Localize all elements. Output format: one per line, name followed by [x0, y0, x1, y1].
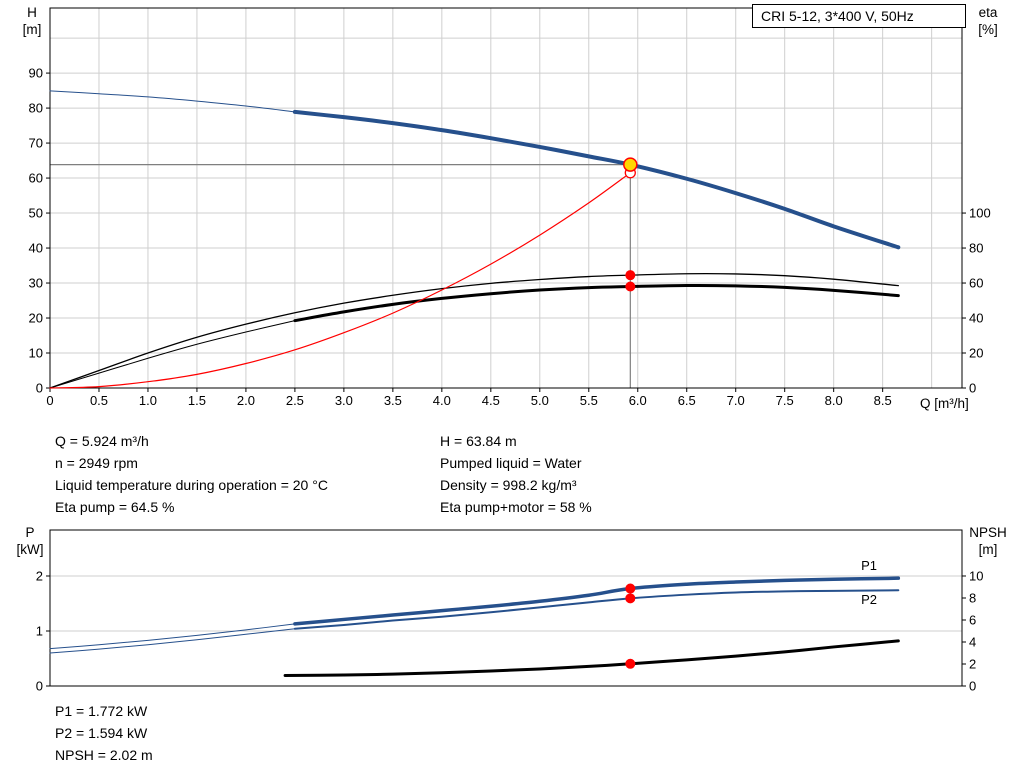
- y-right-tick-label: 8: [969, 590, 976, 605]
- y-left-tick-label: 70: [29, 136, 43, 151]
- y-right-tick-label: 60: [969, 276, 983, 291]
- y-right-tick-label: 0: [969, 679, 976, 694]
- x-tick-label: 6.5: [678, 393, 696, 408]
- x-tick-label: 4.5: [482, 393, 500, 408]
- p1-curve-preview: [49, 623, 296, 650]
- x-tick-label: 2.0: [237, 393, 255, 408]
- y-right-tick-label: 2: [969, 656, 976, 671]
- pump-model-box: CRI 5-12, 3*400 V, 50Hz: [752, 4, 966, 28]
- p2-curve: [293, 589, 900, 630]
- x-tick-label: 7.5: [776, 393, 794, 408]
- q-axis-title: Q [m³/h]: [920, 396, 969, 411]
- h-axis-title: H [m]: [12, 4, 52, 38]
- y-left-tick-label: 0: [36, 679, 43, 694]
- x-tick-label: 3.0: [335, 393, 353, 408]
- info-p1: P1 = 1.772 kW: [55, 703, 148, 719]
- npsh-axis-title: NPSH [m]: [958, 524, 1018, 558]
- x-tick-label: 1.0: [139, 393, 157, 408]
- p-axis-title-unit: [kW]: [16, 542, 44, 557]
- info-pumped-liquid: Pumped liquid = Water: [440, 455, 582, 471]
- operating-data-left: Q = 5.924 m³/h n = 2949 rpm Liquid tempe…: [55, 430, 328, 518]
- npsh-duty-point: [625, 658, 636, 669]
- duty-point[interactable]: [623, 157, 638, 172]
- x-tick-label: 2.5: [286, 393, 304, 408]
- y-left-tick-label: 1: [36, 623, 43, 638]
- p-axis-title: P [kW]: [10, 524, 50, 558]
- info-p2: P2 = 1.594 kW: [55, 725, 148, 741]
- y-right-tick-label: 4: [969, 634, 976, 649]
- eta-pump-motor-preview: [49, 320, 296, 389]
- h-axis-title-unit: [m]: [22, 22, 42, 37]
- info-liquid-temperature: Liquid temperature during operation = 20…: [55, 477, 328, 493]
- eta-axis-title-unit: [%]: [978, 22, 998, 37]
- y-right-tick-label: 0: [969, 381, 976, 396]
- info-eta-pump-motor: Eta pump+motor = 58 %: [440, 499, 592, 515]
- x-tick-label: 5.5: [580, 393, 598, 408]
- y-right-tick-label: 80: [969, 241, 983, 256]
- y-left-tick-label: 20: [29, 311, 43, 326]
- npsh-axis-title-symbol: NPSH: [969, 525, 1007, 540]
- y-left-tick-label: 50: [29, 206, 43, 221]
- y-left-tick-label: 10: [29, 346, 43, 361]
- y-left-tick-label: 90: [29, 66, 43, 81]
- info-npsh: NPSH = 2.02 m: [55, 747, 153, 763]
- eta-pump-curve: [49, 272, 899, 389]
- npsh-axis-title-unit: [m]: [978, 542, 998, 557]
- p2-curve-label: P2: [861, 592, 877, 607]
- y-left-tick-label: 2: [36, 568, 43, 583]
- power-npsh-chart-frame: [49, 529, 963, 687]
- p-axis-title-symbol: P: [25, 525, 35, 540]
- pump-curve: [292, 109, 901, 250]
- info-head: H = 63.84 m: [440, 433, 517, 449]
- y-left-tick-label: 0: [36, 381, 43, 396]
- x-tick-label: 8.0: [825, 393, 843, 408]
- p1-duty-point: [625, 583, 636, 594]
- info-density: Density = 998.2 kg/m³: [440, 477, 577, 493]
- p2-curve-preview: [49, 628, 296, 654]
- eta-pump-duty-point: [625, 270, 636, 281]
- info-speed: n = 2949 rpm: [55, 455, 138, 471]
- x-tick-label: 4.0: [433, 393, 451, 408]
- info-eta-pump: Eta pump = 64.5 %: [55, 499, 175, 515]
- p2-duty-point: [625, 593, 636, 604]
- pump-curve-preview: [49, 90, 296, 113]
- system-curve: [49, 172, 631, 389]
- y-left-tick-label: 60: [29, 171, 43, 186]
- y-right-tick-label: 20: [969, 346, 983, 361]
- eta-pump-motor-duty-point: [625, 281, 636, 292]
- h-axis-title-symbol: H: [27, 5, 37, 20]
- qh-curve-chart-frame: [49, 7, 963, 389]
- x-tick-label: 5.0: [531, 393, 549, 408]
- x-tick-label: 8.5: [874, 393, 892, 408]
- y-left-tick-label: 80: [29, 101, 43, 116]
- eta-axis-title: eta [%]: [964, 4, 1012, 38]
- y-right-tick-label: 40: [969, 311, 983, 326]
- x-tick-label: 3.5: [384, 393, 402, 408]
- y-left-tick-label: 30: [29, 276, 43, 291]
- eta-axis-title-symbol: eta: [978, 5, 998, 20]
- y-right-tick-label: 6: [969, 612, 976, 627]
- x-tick-label: 0.5: [90, 393, 108, 408]
- operating-data-right: H = 63.84 m Pumped liquid = Water Densit…: [440, 430, 592, 518]
- y-right-tick-label: 100: [969, 206, 991, 221]
- npsh-curve: [283, 639, 900, 678]
- y-right-tick-label: 10: [969, 568, 983, 583]
- power-data: P1 = 1.772 kW P2 = 1.594 kW NPSH = 2.02 …: [55, 700, 153, 766]
- x-tick-label: 0: [46, 393, 53, 408]
- eta-pump-motor-curve: [293, 283, 900, 323]
- p1-curve-label: P1: [861, 558, 877, 573]
- info-flow: Q = 5.924 m³/h: [55, 433, 149, 449]
- pump-model-label: CRI 5-12, 3*400 V, 50Hz: [761, 8, 914, 24]
- x-tick-label: 1.5: [188, 393, 206, 408]
- x-tick-label: 7.0: [727, 393, 745, 408]
- y-left-tick-label: 40: [29, 241, 43, 256]
- x-tick-label: 6.0: [629, 393, 647, 408]
- p1-curve: [293, 576, 901, 626]
